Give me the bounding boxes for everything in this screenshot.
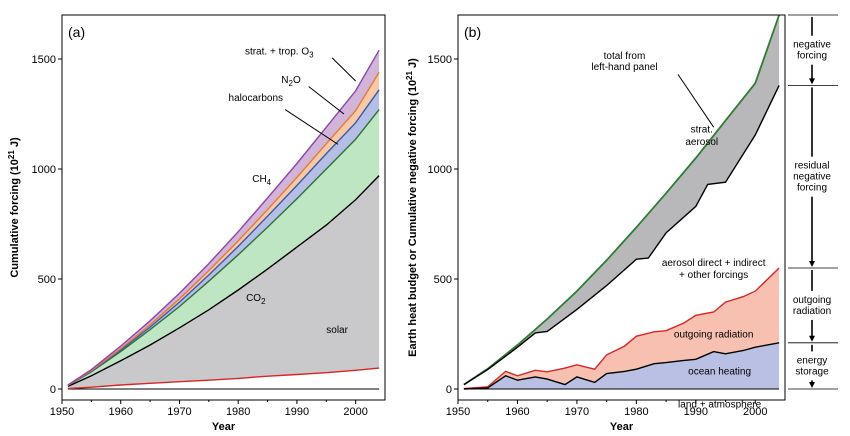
bracket-arrowhead — [809, 382, 815, 388]
series-line-strat-trop-o — [67, 49, 380, 386]
label-ch4: CH4 — [252, 174, 271, 187]
y-tick-label: 1500 — [32, 54, 56, 66]
series-line-co — [67, 175, 380, 388]
bracket-label-word: forcing — [797, 51, 827, 62]
label-outgoing: outgoing radiation — [674, 329, 754, 340]
bracket-arrowhead — [809, 335, 815, 342]
series-line-total — [463, 14, 780, 386]
y-axis-label: Cumulative forcing (1021 J) — [7, 137, 21, 278]
label-total-line1: total from — [604, 51, 646, 62]
series-line-ocean — [463, 342, 780, 390]
label-n2o: N2O — [281, 75, 301, 88]
label-ozone: strat. + trop. O3 — [245, 47, 314, 60]
x-tick-label: 1960 — [505, 406, 529, 418]
label-strat-aerosol-2: aerosol — [685, 137, 718, 148]
x-axis-label: Year — [212, 421, 236, 433]
series-line-n — [67, 71, 380, 386]
x-tick-label: 1990 — [285, 406, 309, 418]
label-aerosol-direct-2: + other forcings — [679, 270, 748, 281]
x-tick-label: 1980 — [624, 406, 648, 418]
x-tick-label: 1970 — [167, 406, 191, 418]
x-axis-label: Year — [610, 421, 634, 433]
y-axis-label: Earth heat budget or Cumulative negative… — [405, 58, 419, 357]
bracket-label-word: energy — [797, 355, 828, 366]
label-ocean: ocean heating — [688, 367, 751, 378]
series-line-outgoing — [463, 267, 780, 390]
area-co — [67, 175, 380, 389]
label-total-line2: left-hand panel — [591, 62, 657, 73]
x-tick-label: 1970 — [565, 406, 589, 418]
bracket-label-word: storage — [795, 366, 829, 377]
y-tick-label: 1000 — [428, 164, 452, 176]
bracket-label-word: negative — [793, 172, 831, 183]
y-tick-label: 500 — [434, 274, 452, 286]
bracket-arrowhead — [809, 78, 815, 85]
bracket-label-word: radiation — [793, 306, 831, 317]
plot-frame-0 — [61, 14, 386, 401]
x-tick-label: 1980 — [226, 406, 250, 418]
arrow-total — [677, 74, 715, 128]
series-line-halocarbons — [67, 89, 380, 387]
x-tick-label: 1990 — [684, 406, 708, 418]
area-ocean-heating — [463, 342, 780, 389]
series-line-solar — [67, 367, 380, 390]
bracket-label-word: forcing — [797, 183, 827, 194]
x-tick-label: 1960 — [108, 406, 132, 418]
y-tick-label: 0 — [50, 384, 56, 396]
x-tick-label: 1950 — [446, 406, 470, 418]
bracket-label-word: negative — [793, 40, 831, 51]
panel-label: (b) — [464, 24, 481, 40]
label-land: land + atmosphere — [678, 400, 762, 411]
y-tick-label: 500 — [38, 274, 56, 286]
bracket-label-word: residual — [794, 161, 829, 172]
arrow-halocarbons — [284, 109, 339, 145]
series-line-ch — [67, 109, 380, 387]
y-tick-label: 1000 — [32, 164, 56, 176]
x-tick-label: 2000 — [743, 406, 767, 418]
arrow-n2o — [308, 86, 345, 115]
x-tick-label: 1950 — [50, 406, 74, 418]
label-co2: CO2 — [246, 293, 266, 306]
arrow-ozone — [331, 57, 356, 82]
area-outgoing-radiation — [463, 268, 780, 389]
bracket-arrowhead — [809, 261, 815, 267]
label-strat-aerosol-1: strat. — [691, 125, 713, 136]
label-halocarbons: halocarbons — [229, 93, 283, 104]
bracket-label-word: outgoing — [793, 295, 831, 306]
label-aerosol-direct-1: aerosol direct + indirect — [662, 258, 766, 269]
y-tick-label: 0 — [446, 384, 452, 396]
panel-label: (a) — [68, 24, 85, 40]
series-line-aerosol — [463, 85, 780, 386]
y-tick-label: 1500 — [428, 54, 452, 66]
plot-frame-1 — [457, 14, 786, 401]
label-solar: solar — [326, 325, 348, 336]
x-tick-label: 2000 — [343, 406, 367, 418]
